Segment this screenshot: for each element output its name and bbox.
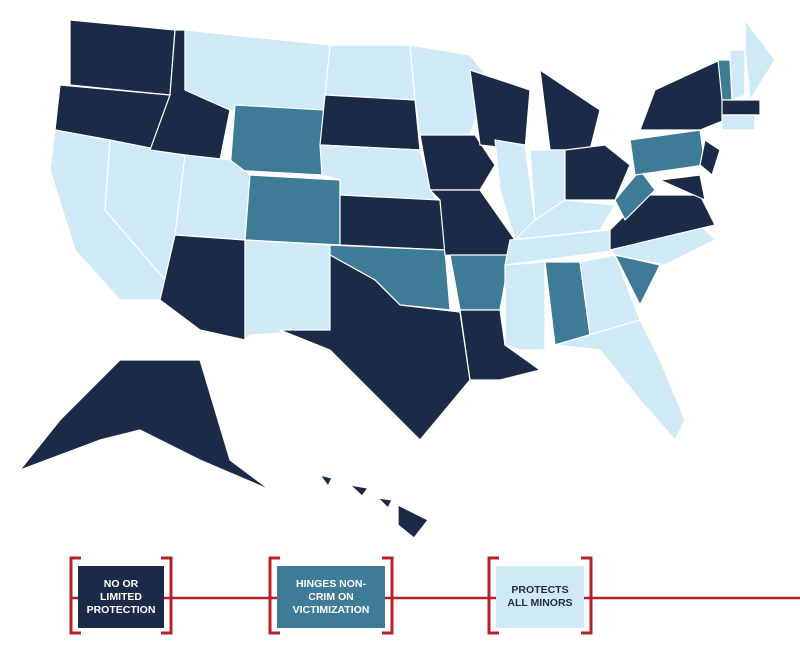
state xyxy=(614,169,656,221)
state xyxy=(324,44,416,101)
state xyxy=(721,99,761,116)
state xyxy=(159,234,246,341)
state xyxy=(729,49,746,101)
state xyxy=(449,254,511,311)
state xyxy=(699,139,721,176)
state xyxy=(504,261,546,351)
state xyxy=(459,309,541,381)
state xyxy=(174,154,251,241)
state xyxy=(244,239,331,341)
state xyxy=(659,174,706,201)
state xyxy=(279,254,471,441)
state xyxy=(639,59,726,131)
state xyxy=(244,174,341,246)
state xyxy=(554,319,686,441)
state xyxy=(184,29,331,111)
state xyxy=(744,19,776,101)
state xyxy=(539,69,601,151)
state xyxy=(319,474,333,487)
state xyxy=(419,134,496,191)
legend-key: HINGES NON-CRIM ON VICTIMIZATION xyxy=(277,566,385,628)
legend-key: PROTECTS ALL MINORS xyxy=(496,566,584,628)
state xyxy=(564,144,631,201)
state xyxy=(339,194,446,251)
state xyxy=(229,104,326,176)
state xyxy=(629,129,706,176)
state xyxy=(377,497,393,509)
state xyxy=(469,69,531,151)
state xyxy=(69,19,176,96)
legend-bracket xyxy=(487,556,593,635)
state xyxy=(19,359,271,491)
legend-key: NO OR LIMITED PROTECTION xyxy=(78,566,164,628)
state xyxy=(721,114,756,131)
legend-bracket xyxy=(69,556,173,635)
state xyxy=(319,94,421,151)
state xyxy=(349,484,369,497)
legend-bracket xyxy=(268,556,394,635)
state xyxy=(397,504,429,539)
